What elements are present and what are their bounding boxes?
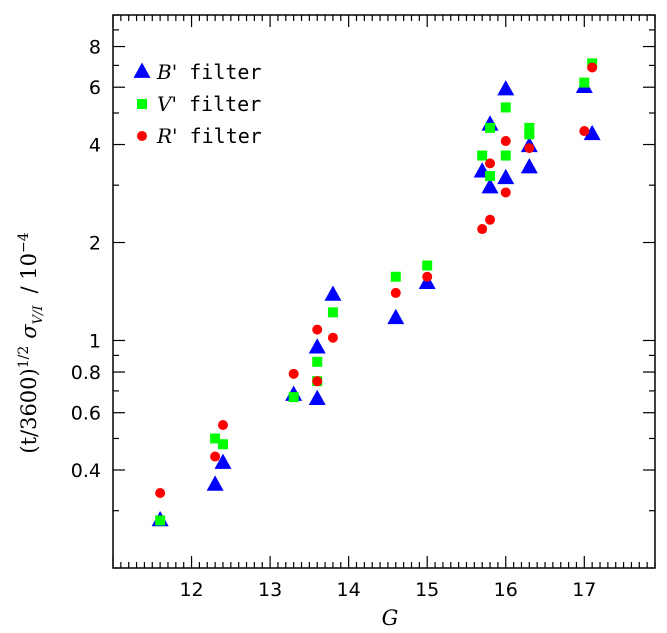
- data-point-triangle: [387, 308, 405, 325]
- data-point-square: [500, 150, 511, 161]
- data-point-square: [155, 515, 166, 526]
- data-point-square: [327, 307, 338, 318]
- x-axis-label: G: [382, 606, 399, 630]
- series-circle: [155, 62, 598, 498]
- data-point-circle: [390, 287, 401, 298]
- data-point-square: [422, 260, 433, 271]
- legend-item: B' filter: [133, 60, 262, 84]
- data-points: [151, 58, 601, 527]
- data-point-circle: [312, 376, 323, 387]
- data-point-square: [524, 129, 535, 140]
- data-point-square: [485, 171, 496, 182]
- data-point-circle: [579, 126, 590, 137]
- data-point-square: [579, 77, 590, 88]
- y-tick-label: 8: [89, 37, 101, 59]
- data-point-square: [210, 433, 221, 444]
- x-tick-labels: 12 13 14 15 16 17: [179, 579, 596, 601]
- legend-label: R' filter: [156, 124, 262, 148]
- data-point-square: [485, 122, 496, 133]
- legend-item: V' filter: [137, 92, 261, 116]
- y-tick-label: 0.4: [71, 460, 101, 482]
- x-tick-label: 14: [337, 579, 361, 601]
- data-point-circle: [155, 487, 166, 498]
- data-point-circle: [500, 136, 511, 147]
- legend: B' filter V' filter R' filter: [133, 60, 262, 148]
- data-point-triangle: [497, 168, 515, 185]
- legend-label: V' filter: [157, 92, 261, 116]
- data-point-circle: [477, 224, 488, 235]
- y-axis-label: (t/3600)1/2σV/I/ 10−4: [16, 232, 46, 453]
- data-point-triangle: [214, 453, 232, 469]
- y-tick-label: 4: [89, 135, 101, 157]
- data-point-triangle: [206, 475, 224, 491]
- legend-marker-triangle: [133, 62, 151, 78]
- data-point-triangle: [520, 158, 538, 174]
- x-tick-label: 13: [258, 579, 282, 601]
- legend-item: R' filter: [137, 124, 262, 148]
- data-point-circle: [288, 368, 299, 379]
- x-tick-label: 17: [572, 579, 596, 601]
- plot-frame: [112, 14, 656, 569]
- data-point-circle: [422, 271, 433, 282]
- data-point-square: [217, 439, 228, 450]
- data-point-circle: [587, 62, 598, 73]
- y-tick-label: 6: [89, 77, 101, 99]
- y-tick-label: 1: [89, 330, 101, 352]
- data-point-square: [288, 392, 299, 403]
- y-tick-label: 2: [89, 233, 101, 255]
- data-point-circle: [312, 324, 323, 335]
- data-point-circle: [210, 451, 221, 462]
- data-point-triangle: [481, 178, 499, 194]
- data-point-circle: [217, 420, 228, 431]
- data-point-triangle: [308, 389, 326, 406]
- data-point-square: [312, 356, 323, 367]
- axis-ticks: [112, 14, 656, 569]
- data-point-triangle: [324, 285, 342, 301]
- data-point-circle: [327, 332, 338, 343]
- data-point-square: [500, 102, 511, 113]
- legend-label: B' filter: [156, 60, 262, 84]
- y-tick-labels: 0.4 0.6 0.8 1 2 4 6 8: [71, 37, 101, 482]
- data-point-square: [390, 271, 401, 282]
- data-point-circle: [485, 214, 496, 225]
- x-tick-label: 15: [415, 579, 439, 601]
- data-point-circle: [500, 187, 511, 198]
- y-tick-label: 0.6: [71, 403, 101, 425]
- data-point-triangle: [308, 338, 326, 354]
- data-point-square: [477, 150, 488, 161]
- y-tick-label: 0.8: [71, 362, 101, 384]
- data-point-circle: [485, 158, 496, 169]
- data-point-circle: [524, 143, 535, 154]
- x-tick-label: 12: [179, 579, 203, 601]
- legend-marker-square: [137, 99, 147, 109]
- data-point-triangle: [583, 124, 601, 141]
- legend-marker-circle: [137, 131, 147, 141]
- data-point-triangle: [497, 80, 515, 96]
- x-tick-label: 16: [494, 579, 518, 601]
- data-point-square: [524, 122, 535, 133]
